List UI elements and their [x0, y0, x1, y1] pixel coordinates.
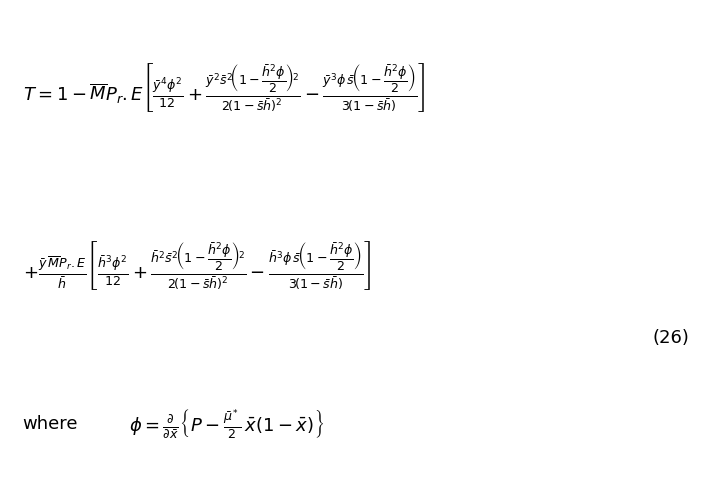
Text: where: where	[23, 415, 78, 433]
Text: (26): (26)	[652, 328, 689, 346]
Text: $+\frac{\bar{y}\,\overline{M}P_r.E}{\bar{h}}\left[\frac{\bar{h}^3\phi^2}{12} + \: $+\frac{\bar{y}\,\overline{M}P_r.E}{\bar…	[23, 239, 371, 292]
Text: $T = 1 - \overline{M}P_r.E\left[\frac{\bar{y}^4\phi^2}{12} + \frac{\bar{y}^2\bar: $T = 1 - \overline{M}P_r.E\left[\frac{\b…	[23, 61, 425, 114]
Text: $\phi = \frac{\partial}{\partial\bar{x}}\left\{P - \frac{\bar{\mu}^*}{2}\,\bar{x: $\phi = \frac{\partial}{\partial\bar{x}}…	[129, 407, 325, 441]
